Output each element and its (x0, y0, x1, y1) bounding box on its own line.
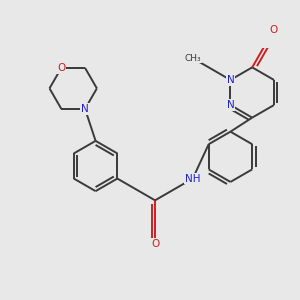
Text: N: N (81, 104, 89, 114)
Text: N: N (226, 100, 234, 110)
Text: O: O (57, 63, 65, 73)
Text: CH₃: CH₃ (184, 54, 201, 63)
Text: NH: NH (185, 174, 200, 184)
Text: O: O (270, 25, 278, 35)
Text: O: O (151, 239, 159, 249)
Text: N: N (226, 75, 234, 85)
